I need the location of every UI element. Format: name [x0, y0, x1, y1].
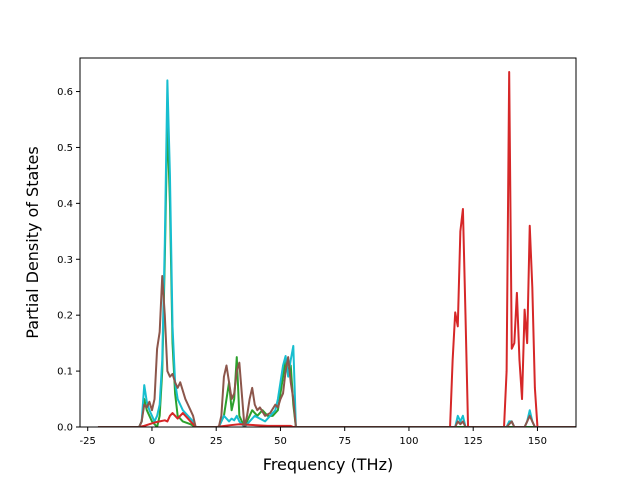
x-tick-label: 125	[464, 436, 483, 447]
series-line-2	[97, 79, 576, 427]
y-tick-label: 0.2	[57, 311, 73, 322]
x-axis-label: Frequency (THz)	[263, 455, 393, 474]
y-tick-label: 0.3	[57, 255, 73, 266]
x-tick-label: 150	[528, 436, 547, 447]
x-tick-label: 50	[274, 436, 287, 447]
x-tick-label: 75	[338, 436, 351, 447]
plot-area	[79, 57, 577, 428]
y-tick-label: 0.6	[57, 87, 73, 98]
y-tick-label: 0.4	[57, 199, 73, 210]
y-tick-label: 0.1	[57, 367, 73, 378]
x-tick-label: -25	[80, 436, 96, 447]
series-line-1	[97, 118, 576, 427]
series-line-4	[97, 275, 576, 427]
y-tick-label: 0.0	[57, 423, 73, 434]
y-axis: 0.0 0.1 0.2 0.3 0.4 0.5 0.6	[57, 87, 80, 434]
series-line-3	[97, 70, 576, 427]
y-axis-label: Partial Density of States	[23, 146, 42, 338]
x-tick-label: 0	[149, 436, 155, 447]
plot-frame	[79, 57, 577, 428]
y-tick-label: 0.5	[57, 143, 73, 154]
series-layer	[97, 70, 576, 427]
x-tick-label: 25	[210, 436, 223, 447]
x-tick-label: 100	[399, 436, 418, 447]
x-axis: -25 0 25 50 75 100 125 150	[80, 427, 547, 447]
plot-background	[80, 58, 576, 427]
